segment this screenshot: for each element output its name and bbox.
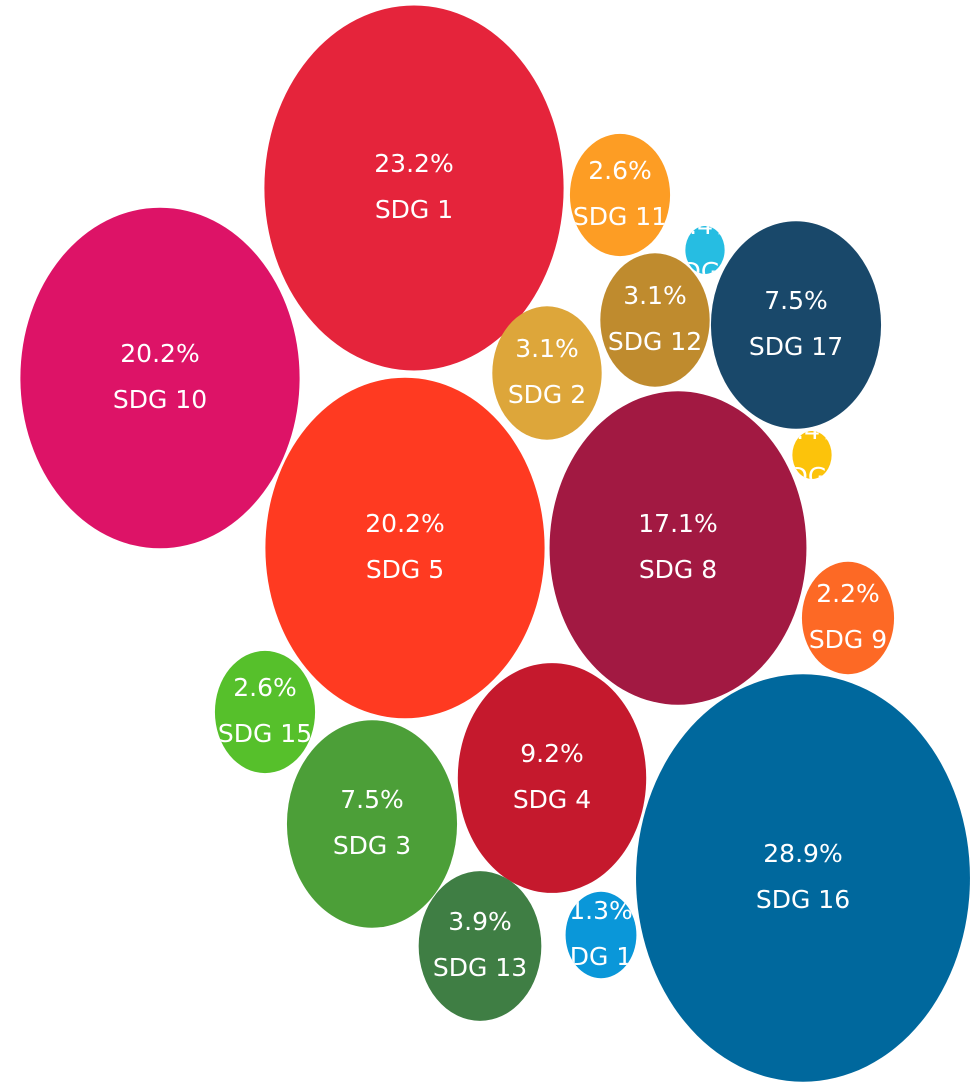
category-label: SDG 7 <box>773 462 851 491</box>
bubble-group: 23.2% SDG 1 <box>264 5 564 371</box>
bubble-group: 20.2% SDG 5 <box>265 377 545 719</box>
value-label: 3.1% <box>623 281 687 310</box>
value-label: 3.1% <box>515 334 579 363</box>
category-label: SDG 14 <box>554 942 648 971</box>
bubble <box>636 674 970 1082</box>
category-label: SDG 10 <box>113 385 207 414</box>
bubble <box>418 871 542 1021</box>
bubble <box>569 133 671 257</box>
bubble-group: 1.3% SDG 14 <box>554 891 648 979</box>
category-label: SDG 13 <box>433 953 527 982</box>
bubble-group: 9.2% SDG 4 <box>457 663 647 893</box>
bubble-labels: 7.5% SDG 17 <box>749 286 843 361</box>
bubble <box>549 391 807 705</box>
value-label: 2.6% <box>588 156 652 185</box>
value-label: 23.2% <box>374 149 453 178</box>
bubble-group: 17.1% SDG 8 <box>549 391 807 705</box>
bubble-group: 20.2% SDG 10 <box>20 207 300 549</box>
bubble-group: 3.1% SDG 2 <box>492 306 602 440</box>
bubble-group: 3.1% SDG 12 <box>600 253 710 387</box>
category-label: SDG 12 <box>608 327 702 356</box>
bubble-labels: 20.2% SDG 10 <box>113 339 207 414</box>
category-label: SDG 1 <box>375 195 453 224</box>
bubble-labels: 9.2% SDG 4 <box>513 739 591 814</box>
value-label: 7.5% <box>764 286 828 315</box>
bubble-labels: 23.2% SDG 1 <box>374 149 453 224</box>
category-label: SDG 4 <box>513 785 591 814</box>
bubble <box>600 253 710 387</box>
bubble-group: 0.4% SDG 7 <box>773 416 851 491</box>
bubble-labels: 3.9% SDG 13 <box>433 907 527 982</box>
bubble <box>264 5 564 371</box>
value-label: 7.5% <box>340 785 404 814</box>
bubble-labels: 20.2% SDG 5 <box>365 509 444 584</box>
bubble <box>685 226 725 274</box>
bubble <box>492 306 602 440</box>
bubble-group: 3.9% SDG 13 <box>418 871 542 1021</box>
bubble-labels: 3.1% SDG 2 <box>508 334 586 409</box>
value-label: 28.9% <box>763 839 842 868</box>
category-label: SDG 2 <box>508 380 586 409</box>
bubble-group: 28.9% SDG 16 <box>636 674 970 1082</box>
value-label: 2.2% <box>816 579 880 608</box>
bubble <box>710 221 882 429</box>
bubble-labels: 28.9% SDG 16 <box>756 839 850 914</box>
bubble <box>792 431 832 479</box>
category-label: SDG 17 <box>749 332 843 361</box>
value-label: 0.4% <box>780 416 844 445</box>
category-label: SDG 11 <box>573 202 667 231</box>
bubble-labels: 0.4% SDG 6 <box>666 211 744 286</box>
category-label: SDG 3 <box>333 831 411 860</box>
category-label: SDG 6 <box>666 257 744 286</box>
bubble-labels: 7.5% SDG 3 <box>333 785 411 860</box>
category-label: SDG 15 <box>218 719 312 748</box>
category-label: SDG 16 <box>756 885 850 914</box>
bubble-labels: 2.2% SDG 9 <box>809 579 887 654</box>
bubble-group: 7.5% SDG 3 <box>286 720 458 928</box>
bubble <box>20 207 300 549</box>
value-label: 20.2% <box>365 509 444 538</box>
bubble <box>457 663 647 893</box>
bubble-labels: 17.1% SDG 8 <box>638 509 717 584</box>
bubble-group: 2.6% SDG 11 <box>569 133 671 257</box>
bubble-labels: 1.3% SDG 14 <box>554 896 648 971</box>
category-label: SDG 5 <box>366 555 444 584</box>
bubble <box>214 650 316 774</box>
bubble-labels: 0.4% SDG 7 <box>773 416 851 491</box>
bubble-group: 2.6% SDG 15 <box>214 650 316 774</box>
value-label: 3.9% <box>448 907 512 936</box>
value-label: 2.6% <box>233 673 297 702</box>
bubble <box>265 377 545 719</box>
bubble-group: 2.2% SDG 9 <box>801 561 895 675</box>
bubble-group: 0.4% SDG 6 <box>666 211 744 286</box>
value-label: 1.3% <box>569 896 633 925</box>
bubble <box>801 561 895 675</box>
category-label: SDG 9 <box>809 625 887 654</box>
bubble <box>565 891 637 979</box>
bubble-labels: 3.1% SDG 12 <box>608 281 702 356</box>
bubble-labels: 2.6% SDG 15 <box>218 673 312 748</box>
bubble-labels: 2.6% SDG 11 <box>573 156 667 231</box>
value-label: 9.2% <box>520 739 584 768</box>
category-label: SDG 8 <box>639 555 717 584</box>
value-label: 20.2% <box>120 339 199 368</box>
bubble <box>286 720 458 928</box>
bubble-group: 7.5% SDG 17 <box>710 221 882 429</box>
value-label: 17.1% <box>638 509 717 538</box>
value-label: 0.4% <box>673 211 737 240</box>
